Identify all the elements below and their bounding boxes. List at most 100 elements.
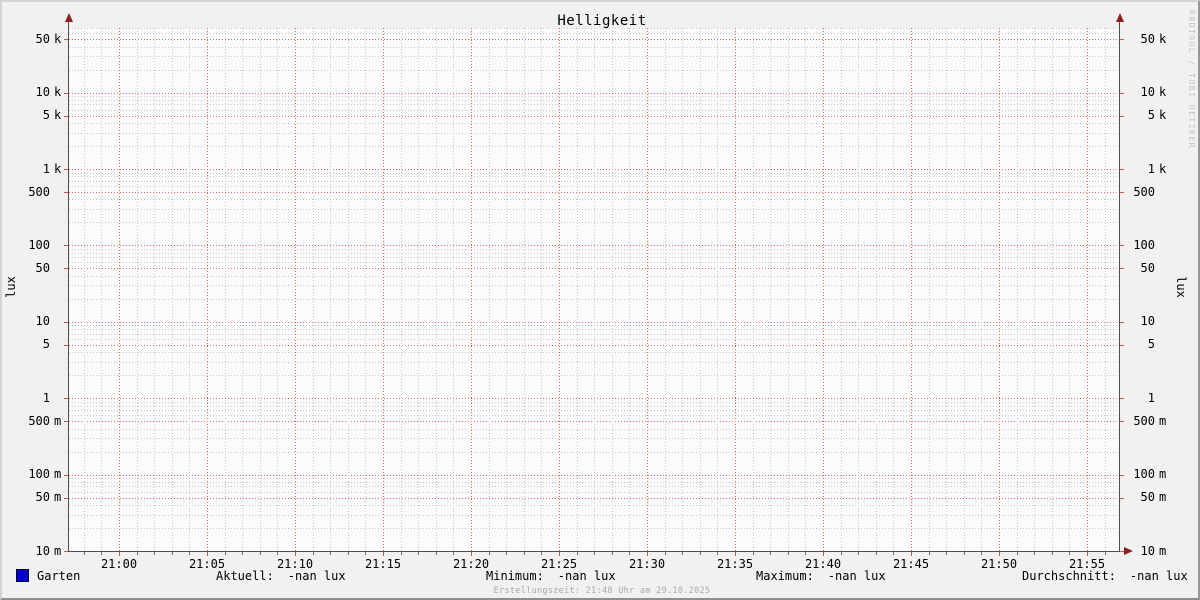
gridline-v-minor [418,28,420,551]
gridline-h-major [69,115,1119,117]
x-tick-major [559,552,560,556]
gridline-h-minor [69,415,1119,417]
x-tick-major [471,552,472,556]
y-tick-unit: m [1159,467,1167,482]
x-tick-major [207,552,208,556]
y-tick-left [64,497,68,499]
x-tick-minor [928,552,930,555]
y-tick-number: 100 [1133,237,1155,252]
x-tick-label: 21:55 [1068,557,1106,571]
x-tick-minor [365,552,367,555]
x-tick-minor [224,552,226,555]
gridline-h-minor [69,28,1119,29]
y-tick-number: 50 [35,490,50,505]
x-tick-minor [435,552,437,555]
gridline-v-minor [787,28,789,551]
gridline-v-minor [506,28,508,551]
x-tick-minor [664,552,666,555]
gridline-h-minor [69,222,1119,224]
y-tick-number: 5 [42,108,50,123]
x-tick-minor [312,552,314,555]
stat-durchschnitt-value: -nan lux [1129,569,1188,583]
gridline-v-minor [347,28,349,551]
y-tick-right [1120,169,1124,170]
y-tick-left [64,551,68,552]
y-tick-right [1120,551,1124,552]
x-tick-minor [717,552,719,555]
y-tick-number: 10 [1140,314,1155,329]
y-tick-number: 1 [1147,390,1155,405]
stat-aktuell-value: -nan lux [287,569,346,583]
x-tick-minor [699,552,701,555]
y-tick-unit: k [54,85,62,100]
y-tick-number: 5 [1147,108,1155,123]
gridline-v-minor [840,28,842,551]
y-tick-number: 100 [1133,467,1155,482]
gridline-h-major [69,39,1119,41]
x-tick-minor [171,552,173,555]
y-tick-unit: k [54,161,62,176]
y-tick-unit: m [1159,490,1167,505]
x-tick-label: 21:20 [452,557,490,571]
gridline-h-minor [69,46,1119,48]
stat-durchschnitt-label: Durchschnitt: [1022,569,1116,583]
gridline-h-minor [69,208,1119,210]
y-tick-left [64,398,68,400]
y-tick-unit: m [1159,413,1167,428]
chart-canvas [69,28,1119,551]
gridline-h-minor [69,146,1119,147]
x-tick-label: 21:45 [892,557,930,571]
gridline-h-minor [69,257,1119,259]
x-tick-minor [770,552,772,555]
x-tick-minor [453,552,455,555]
y-tick-label-right: 10 [1133,315,1169,328]
gridline-h-major [69,192,1119,193]
gridline-v-minor [752,28,754,551]
x-tick-minor [875,552,877,555]
x-tick-minor [682,552,684,555]
x-tick-minor [506,552,508,555]
gridline-h-minor [69,361,1119,363]
gridline-h-minor [69,325,1119,327]
y-tick-right [1120,268,1124,270]
gridline-h-minor [69,185,1119,187]
y-tick-left [64,321,68,323]
x-tick-minor [136,552,138,555]
gridline-h-major [69,497,1119,499]
gridline-v-major [735,28,736,551]
x-tick-minor [787,552,789,555]
x-tick-minor [1016,552,1018,555]
y-tick-number: 10 [1140,85,1155,100]
y-tick-right [1120,421,1124,423]
y-tick-label-left: 10 m [28,544,64,558]
y-tick-label-right: 10 m [1133,544,1169,558]
gridline-h-minor [69,176,1119,178]
gridline-v-major [119,28,120,551]
x-tick-minor [154,552,156,555]
y-tick-number: 50 [1140,490,1155,505]
gridline-h-minor [69,401,1119,403]
y-tick-unit: m [54,467,62,482]
gridline-v-major [1087,28,1088,551]
gridline-h-minor [69,262,1119,264]
gridline-v-minor [682,28,684,551]
gridline-h-major [69,398,1119,400]
gridline-h-minor [69,69,1119,71]
stat-minimum-value: -nan lux [557,569,616,583]
gridline-v-minor [259,28,261,551]
y-tick-unit: k [1159,85,1167,100]
gridline-h-minor [69,486,1119,488]
gridline-h-minor [69,338,1119,340]
gridline-h-major [69,344,1119,346]
x-tick-minor [981,552,983,555]
x-tick-minor [330,552,332,555]
gridline-v-minor [893,28,895,551]
gridline-h-major [69,169,1119,170]
stat-aktuell: Aktuell: -nan lux [216,569,346,583]
gridline-v-minor [523,28,525,551]
